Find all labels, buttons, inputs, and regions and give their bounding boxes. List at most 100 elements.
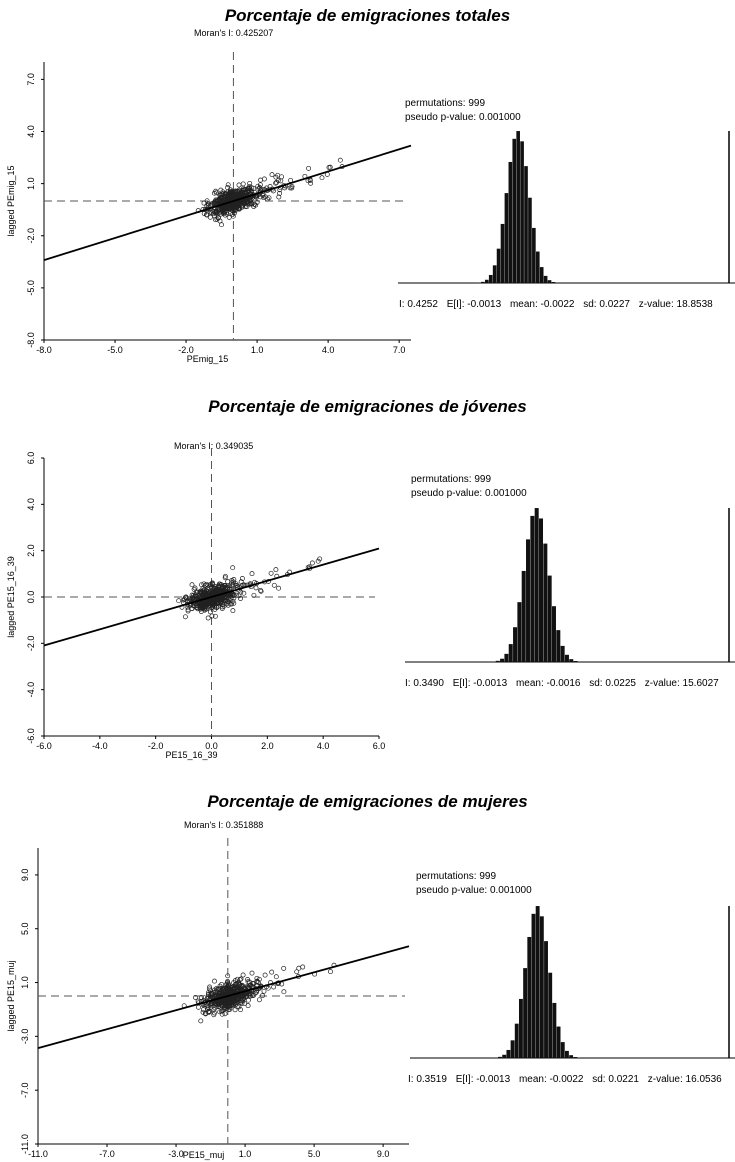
data-point	[205, 995, 211, 1001]
y-tick-label: 0.0	[26, 591, 36, 604]
data-point	[213, 197, 219, 203]
histogram-bar	[504, 193, 509, 283]
x-tick-label: -11.0	[28, 1149, 48, 1159]
histogram-bar	[551, 282, 556, 283]
data-point	[198, 1018, 204, 1024]
stat-mean: mean: -0.0022	[518, 1074, 584, 1085]
data-point	[225, 182, 231, 188]
data-point	[205, 589, 211, 595]
histogram-bar	[551, 606, 556, 662]
data-point	[205, 201, 211, 207]
data-point	[277, 187, 283, 193]
data-point	[256, 186, 262, 192]
data-point	[207, 984, 213, 990]
data-point	[258, 177, 263, 183]
data-point	[216, 601, 222, 607]
data-point	[328, 969, 333, 975]
data-point	[194, 605, 200, 611]
data-point	[202, 607, 208, 613]
data-point	[276, 585, 282, 591]
data-point	[248, 189, 254, 195]
histogram-bar	[565, 1050, 569, 1058]
data-point	[232, 1007, 238, 1013]
data-point	[225, 1004, 230, 1010]
data-point	[239, 576, 245, 581]
x-tick-label: 2.0	[261, 741, 274, 751]
data-point	[201, 581, 207, 587]
data-point	[258, 588, 264, 594]
data-point	[240, 204, 246, 210]
data-point	[247, 198, 253, 204]
data-point	[249, 571, 255, 577]
data-point	[222, 197, 228, 203]
y-tick-label: -3.0	[20, 1029, 30, 1045]
permutations-label: permutations: 999	[416, 871, 497, 882]
permutation-histogram	[398, 131, 735, 284]
histogram-bar	[538, 518, 544, 662]
chart-title: Porcentaje de emigraciones de jóvenes	[208, 397, 527, 416]
data-point	[319, 175, 325, 181]
permutations-label: permutations: 999	[411, 474, 492, 485]
data-point	[196, 1004, 201, 1010]
histogram-bar	[498, 1056, 502, 1058]
data-point	[207, 209, 213, 215]
data-point	[273, 567, 279, 573]
histogram-bar	[488, 274, 493, 283]
x-tick-label: -6.0	[36, 741, 52, 751]
data-point	[327, 164, 333, 170]
data-point	[240, 972, 246, 978]
data-point	[220, 1008, 225, 1014]
x-tick-label: -7.0	[99, 1149, 115, 1159]
chart-title: Porcentaje de emigraciones totales	[224, 6, 511, 25]
data-point	[234, 592, 240, 598]
data-point	[212, 217, 218, 223]
data-point	[235, 999, 241, 1004]
x-tick-label: -2.0	[148, 741, 164, 751]
data-point	[219, 1011, 225, 1017]
histogram-bar	[560, 1042, 565, 1058]
histogram-bar	[484, 279, 489, 283]
histogram-bar	[528, 197, 532, 283]
stats-line: I: 0.3519 E[I]: -0.0013 mean: -0.0022 sd…	[408, 1074, 728, 1086]
data-point	[235, 189, 241, 194]
histogram-bar	[524, 166, 528, 283]
data-point	[204, 198, 210, 204]
data-point	[199, 603, 205, 609]
data-point	[189, 582, 195, 588]
data-point	[296, 965, 302, 971]
histogram-bars	[489, 906, 586, 1058]
data-point	[232, 210, 238, 216]
data-point	[216, 985, 222, 991]
data-point	[238, 596, 243, 601]
morans-i-label: Moran's I: 0.349035	[174, 441, 254, 451]
x-tick-label: 4.0	[317, 741, 330, 751]
stats-line: I: 0.3490 E[I]: -0.0013 mean: -0.0016 sd…	[405, 678, 725, 690]
histogram-bar	[506, 1049, 511, 1058]
data-point	[241, 590, 247, 596]
data-point	[256, 976, 262, 982]
data-point	[217, 581, 222, 587]
stat-mean: mean: -0.0022	[509, 299, 575, 310]
data-point	[233, 581, 239, 587]
data-point	[231, 192, 237, 198]
histogram-bar	[514, 1023, 519, 1058]
data-point	[245, 984, 251, 990]
x-axis-title: PE15_16_39	[165, 750, 217, 760]
permutation-histogram	[410, 906, 735, 1059]
morans-i-label: Moran's I: 0.351888	[184, 820, 264, 830]
data-point	[273, 180, 279, 186]
y-tick-label: 4.0	[26, 498, 36, 511]
histogram-bar	[495, 660, 500, 662]
histogram-bar	[569, 1055, 574, 1058]
data-point	[185, 607, 191, 613]
data-point	[232, 201, 238, 207]
histogram-bar	[547, 280, 552, 283]
data-point	[238, 1007, 243, 1013]
histogram-bar	[530, 515, 535, 662]
stat-ei: E[I]: -0.0013	[446, 299, 502, 310]
scatter-plot: -6.0 -4.0 -2.0 0.0 2.0 4.0 6.0 -6.0 -4.0 -2.0 0.0 2…	[6, 448, 385, 760]
regression-line	[43, 547, 380, 647]
x-tick-label: 5.0	[308, 1149, 321, 1159]
histogram-bar	[500, 658, 505, 662]
y-tick-label: -2.0	[26, 228, 36, 244]
